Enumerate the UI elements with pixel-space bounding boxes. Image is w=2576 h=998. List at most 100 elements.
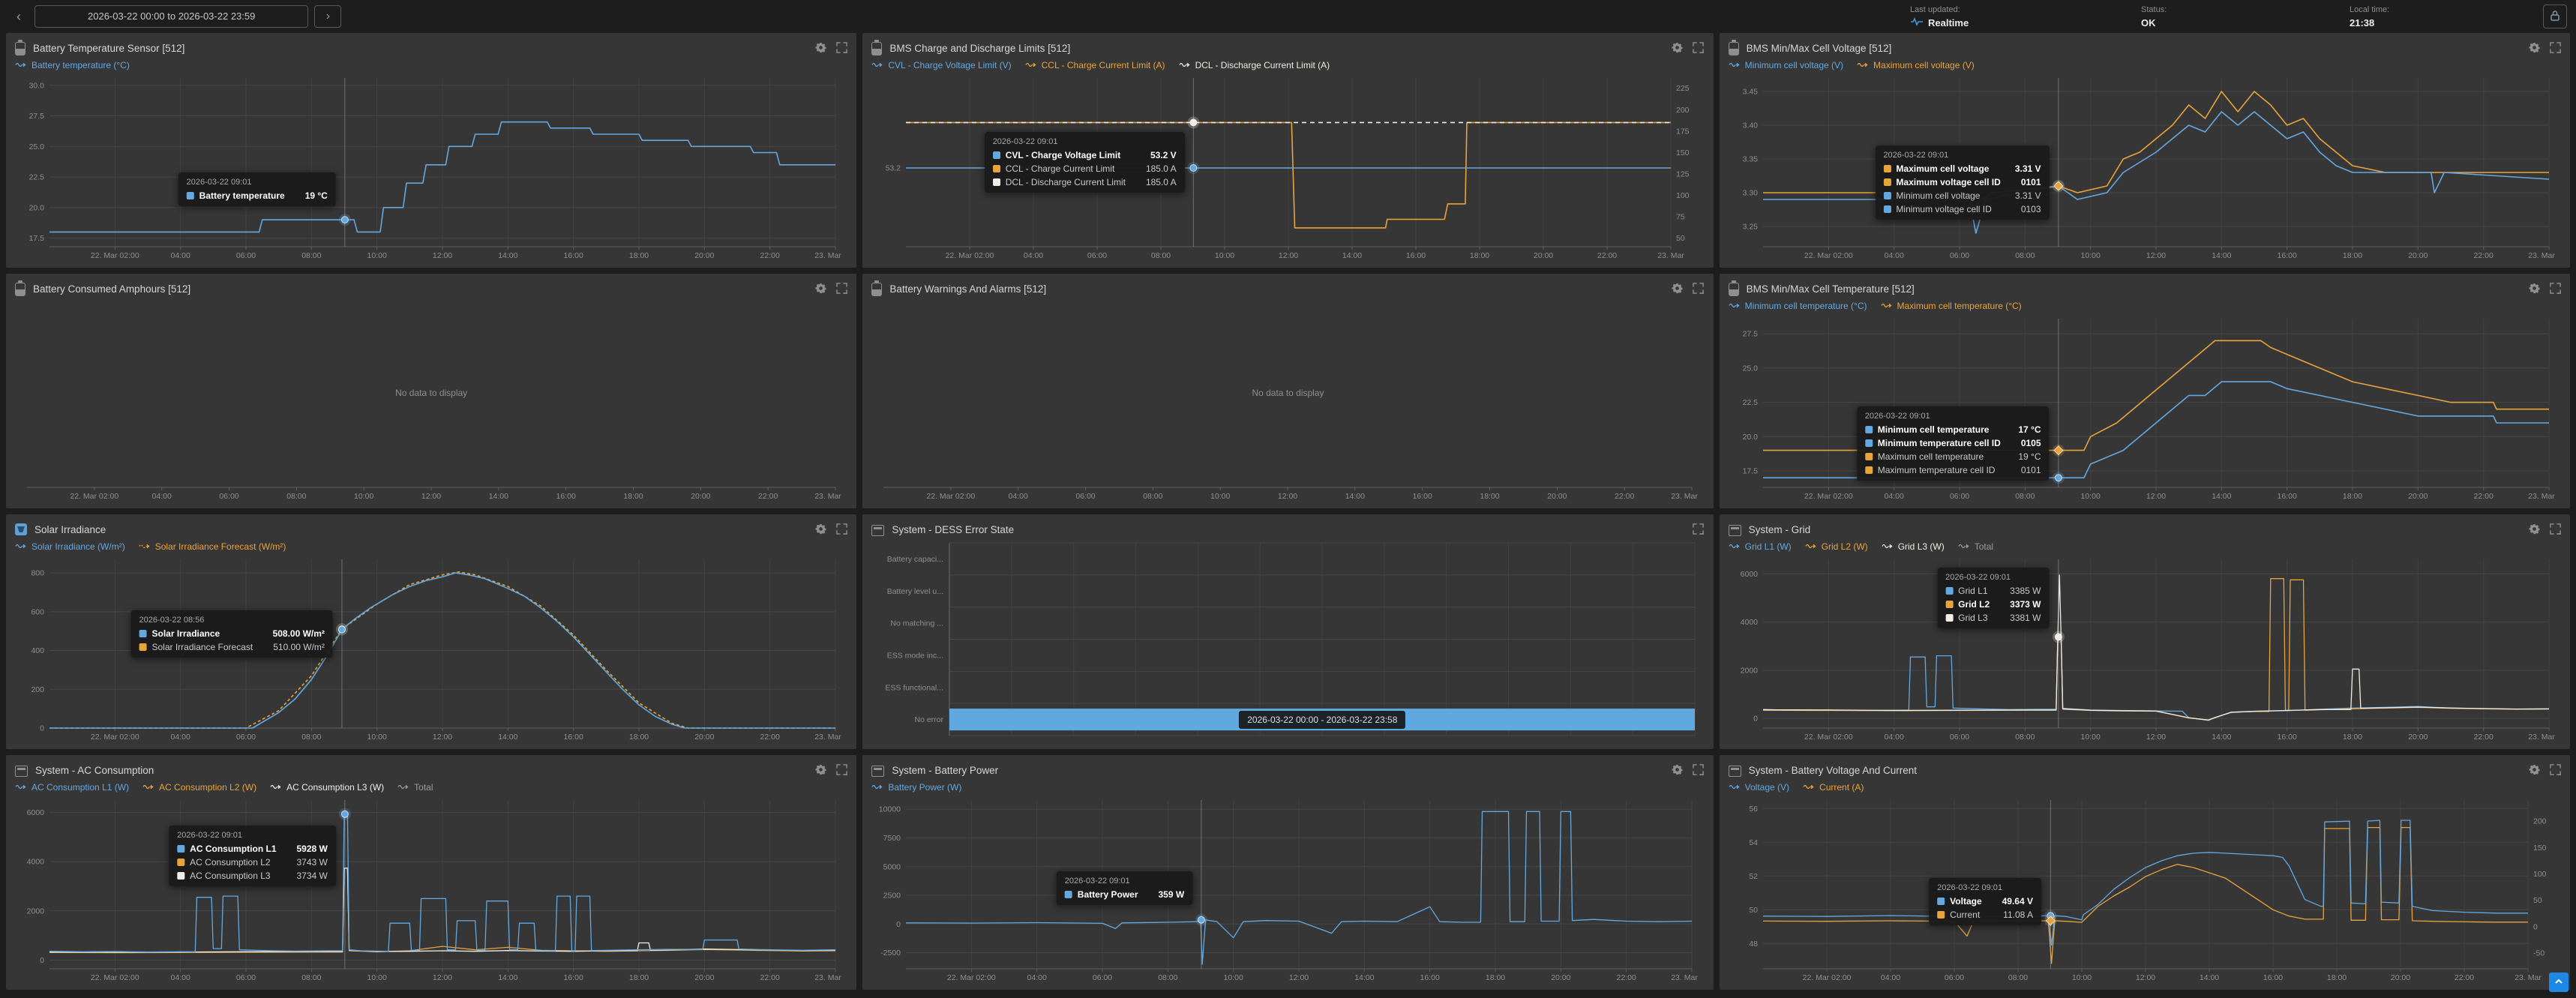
legend-label: CCL - Charge Current Limit (A) [1041,60,1165,70]
x-tick-label: 14:00 [2212,492,2231,501]
chart-system-battery-power[interactable]: 22. Mar 02:00 04:00 06:00 08:00 10:00 12:00 14… [871,794,1704,984]
legend-item[interactable]: Current (A) [1803,782,1864,793]
y-tick-label: 7500 [883,834,901,843]
series-AC Consumption L2 [49,867,836,954]
expand-button[interactable] [2549,523,2568,535]
category-label: ESS mode inc... [887,651,943,660]
chart-bms-minmax-cell-voltage[interactable]: 22. Mar 02:00 04:00 06:00 08:00 10:00 12:00 14… [1729,72,2561,262]
x-tick-label: 08:00 [2015,251,2035,260]
gear-button[interactable] [1672,283,1684,295]
x-tick-label: 16:00 [2277,492,2296,501]
chart-battery-warnings-alarms[interactable]: 22. Mar 02:00 04:00 06:00 08:00 10:00 12:00 14… [871,298,1704,502]
x-tick-label: 04:00 [171,251,190,260]
chart-legend: CVL - Charge Voltage Limit (V) CCL - Char… [871,58,1704,72]
lock-button[interactable] [2543,4,2567,28]
chart-legend: Grid L1 (W) Grid L2 (W) Grid L3 (W) Total [1729,540,2561,553]
legend-item[interactable]: Grid L3 (W) [1882,541,1945,552]
expand-button[interactable] [835,764,854,776]
chart-system-battery-voltage-current[interactable]: 22. Mar 02:00 04:00 06:00 08:00 10:00 12:00 14… [1729,794,2561,984]
legend-item[interactable]: Solar Irradiance (W/m²) [15,541,125,552]
legend-item[interactable]: CCL - Charge Current Limit (A) [1025,60,1165,70]
expand-button[interactable] [2549,283,2568,295]
gear-button[interactable] [2528,42,2540,54]
x-tick-label: 22. Mar 02:00 [91,733,139,742]
y-tick-label: 2500 [883,892,901,901]
x-tick-label: 22:00 [2473,733,2493,742]
hover-marker [340,810,349,818]
legend-item[interactable]: Maximum cell temperature (°C) [1880,301,2022,311]
x-tick-label: 12:00 [2146,733,2166,742]
y-tick-label: 0 [2533,922,2538,931]
x-tick-label: 20:00 [694,973,714,982]
chart-system-grid[interactable]: 22. Mar 02:00 04:00 06:00 08:00 10:00 12:00 14… [1729,553,2561,743]
legend-item[interactable]: DCL - Discharge Current Limit (A) [1178,60,1330,70]
category-label: ESS functional... [886,683,944,692]
no-data-message: No data to display [1252,388,1324,399]
legend-item[interactable]: Grid L1 (W) [1729,541,1792,552]
x-tick-label: 08:00 [2015,492,2035,501]
y-tick-label: -50 [2533,949,2545,958]
gear-button[interactable] [814,283,826,295]
x-tick-label: 23. Mar [2528,251,2555,260]
scroll-to-top-button[interactable] [2549,973,2569,992]
expand-button[interactable] [1693,42,1711,55]
legend-item[interactable]: Total [397,782,433,793]
gear-button[interactable] [2528,523,2540,535]
gear-icon [815,523,826,537]
gear-button[interactable] [814,42,826,54]
expand-button[interactable] [1693,764,1711,776]
legend-item[interactable]: Battery Power (W) [871,782,961,793]
legend-label: AC Consumption L3 (W) [286,782,385,793]
x-tick-label: 22. Mar 02:00 [947,973,996,982]
hover-marker [337,625,346,634]
state-bar-label: 2026-03-22 00:00 - 2026-03-22 23:58 [1239,710,1406,729]
chart-battery-consumed-amphours[interactable]: 22. Mar 02:00 04:00 06:00 08:00 10:00 12:00 14… [15,298,847,502]
gear-button[interactable] [1672,42,1684,54]
x-tick-label: 20:00 [694,251,714,260]
legend-item[interactable]: Maximum cell voltage (V) [1857,60,1975,70]
legend-marker-icon [1729,541,1741,552]
x-tick-label: 04:00 [1884,492,1903,501]
gear-button[interactable] [2528,283,2540,295]
gear-button[interactable] [1672,764,1684,776]
y-tick-label: 27.5 [29,112,45,121]
legend-item[interactable]: Battery temperature (°C) [15,60,130,70]
hover-marker [1189,164,1198,172]
gear-button[interactable] [2528,764,2540,776]
expand-button[interactable] [2549,764,2568,776]
next-period-button[interactable]: › [314,5,342,28]
chart-solar-irradiance[interactable]: 22. Mar 02:00 04:00 06:00 08:00 10:00 12:00 14… [15,553,847,743]
expand-icon [1693,42,1711,55]
expand-button[interactable] [1693,283,1711,295]
series-Battery temperature [49,121,835,233]
date-range-picker[interactable]: 2026-03-22 00:00 to 2026-03-22 23:59 [34,5,309,28]
legend-marker-icon [871,60,884,70]
legend-item[interactable]: AC Consumption L3 (W) [270,782,384,793]
legend-item[interactable]: AC Consumption L1 (W) [15,782,129,793]
gear-button[interactable] [814,523,826,535]
legend-item[interactable]: Total [1958,541,1993,552]
chart-system-ac-consumption[interactable]: 22. Mar 02:00 04:00 06:00 08:00 10:00 12:00 14… [15,794,847,984]
legend-item[interactable]: Minimum cell temperature (°C) [1729,301,1867,311]
legend-label: Battery temperature (°C) [31,60,130,70]
chart-battery-temperature-sensor[interactable]: 22. Mar 02:00 04:00 06:00 08:00 10:00 12:00 14… [15,72,847,262]
expand-button[interactable] [2549,42,2568,54]
legend-marker-icon [1958,541,1971,552]
expand-button[interactable] [835,283,854,295]
chart-system-dess-error-state[interactable]: Battery capaci... Battery level u... No ma… [871,538,1704,743]
chart-bms-minmax-cell-temperature[interactable]: 22. Mar 02:00 04:00 06:00 08:00 10:00 12:00 14… [1729,313,2561,502]
legend-item[interactable]: Minimum cell voltage (V) [1729,60,1843,70]
expand-button[interactable] [835,523,854,535]
legend-item[interactable]: Solar Irradiance Forecast (W/m²) [139,541,286,552]
chart-bms-charge-discharge-limits[interactable]: 22. Mar 02:00 04:00 06:00 08:00 10:00 12:00 14… [871,72,1704,262]
x-tick-label: 18:00 [2343,251,2362,260]
expand-button[interactable] [1693,523,1711,535]
legend-item[interactable]: CVL - Charge Voltage Limit (V) [871,60,1012,70]
legend-item[interactable]: Grid L2 (W) [1805,541,1868,552]
gear-button[interactable] [814,764,826,776]
legend-item[interactable]: AC Consumption L2 (W) [142,782,256,793]
chart-legend: Voltage (V) Current (A) [1729,781,2561,794]
expand-button[interactable] [835,42,854,54]
legend-item[interactable]: Voltage (V) [1729,782,1789,793]
prev-period-button[interactable]: ‹ [9,5,28,28]
